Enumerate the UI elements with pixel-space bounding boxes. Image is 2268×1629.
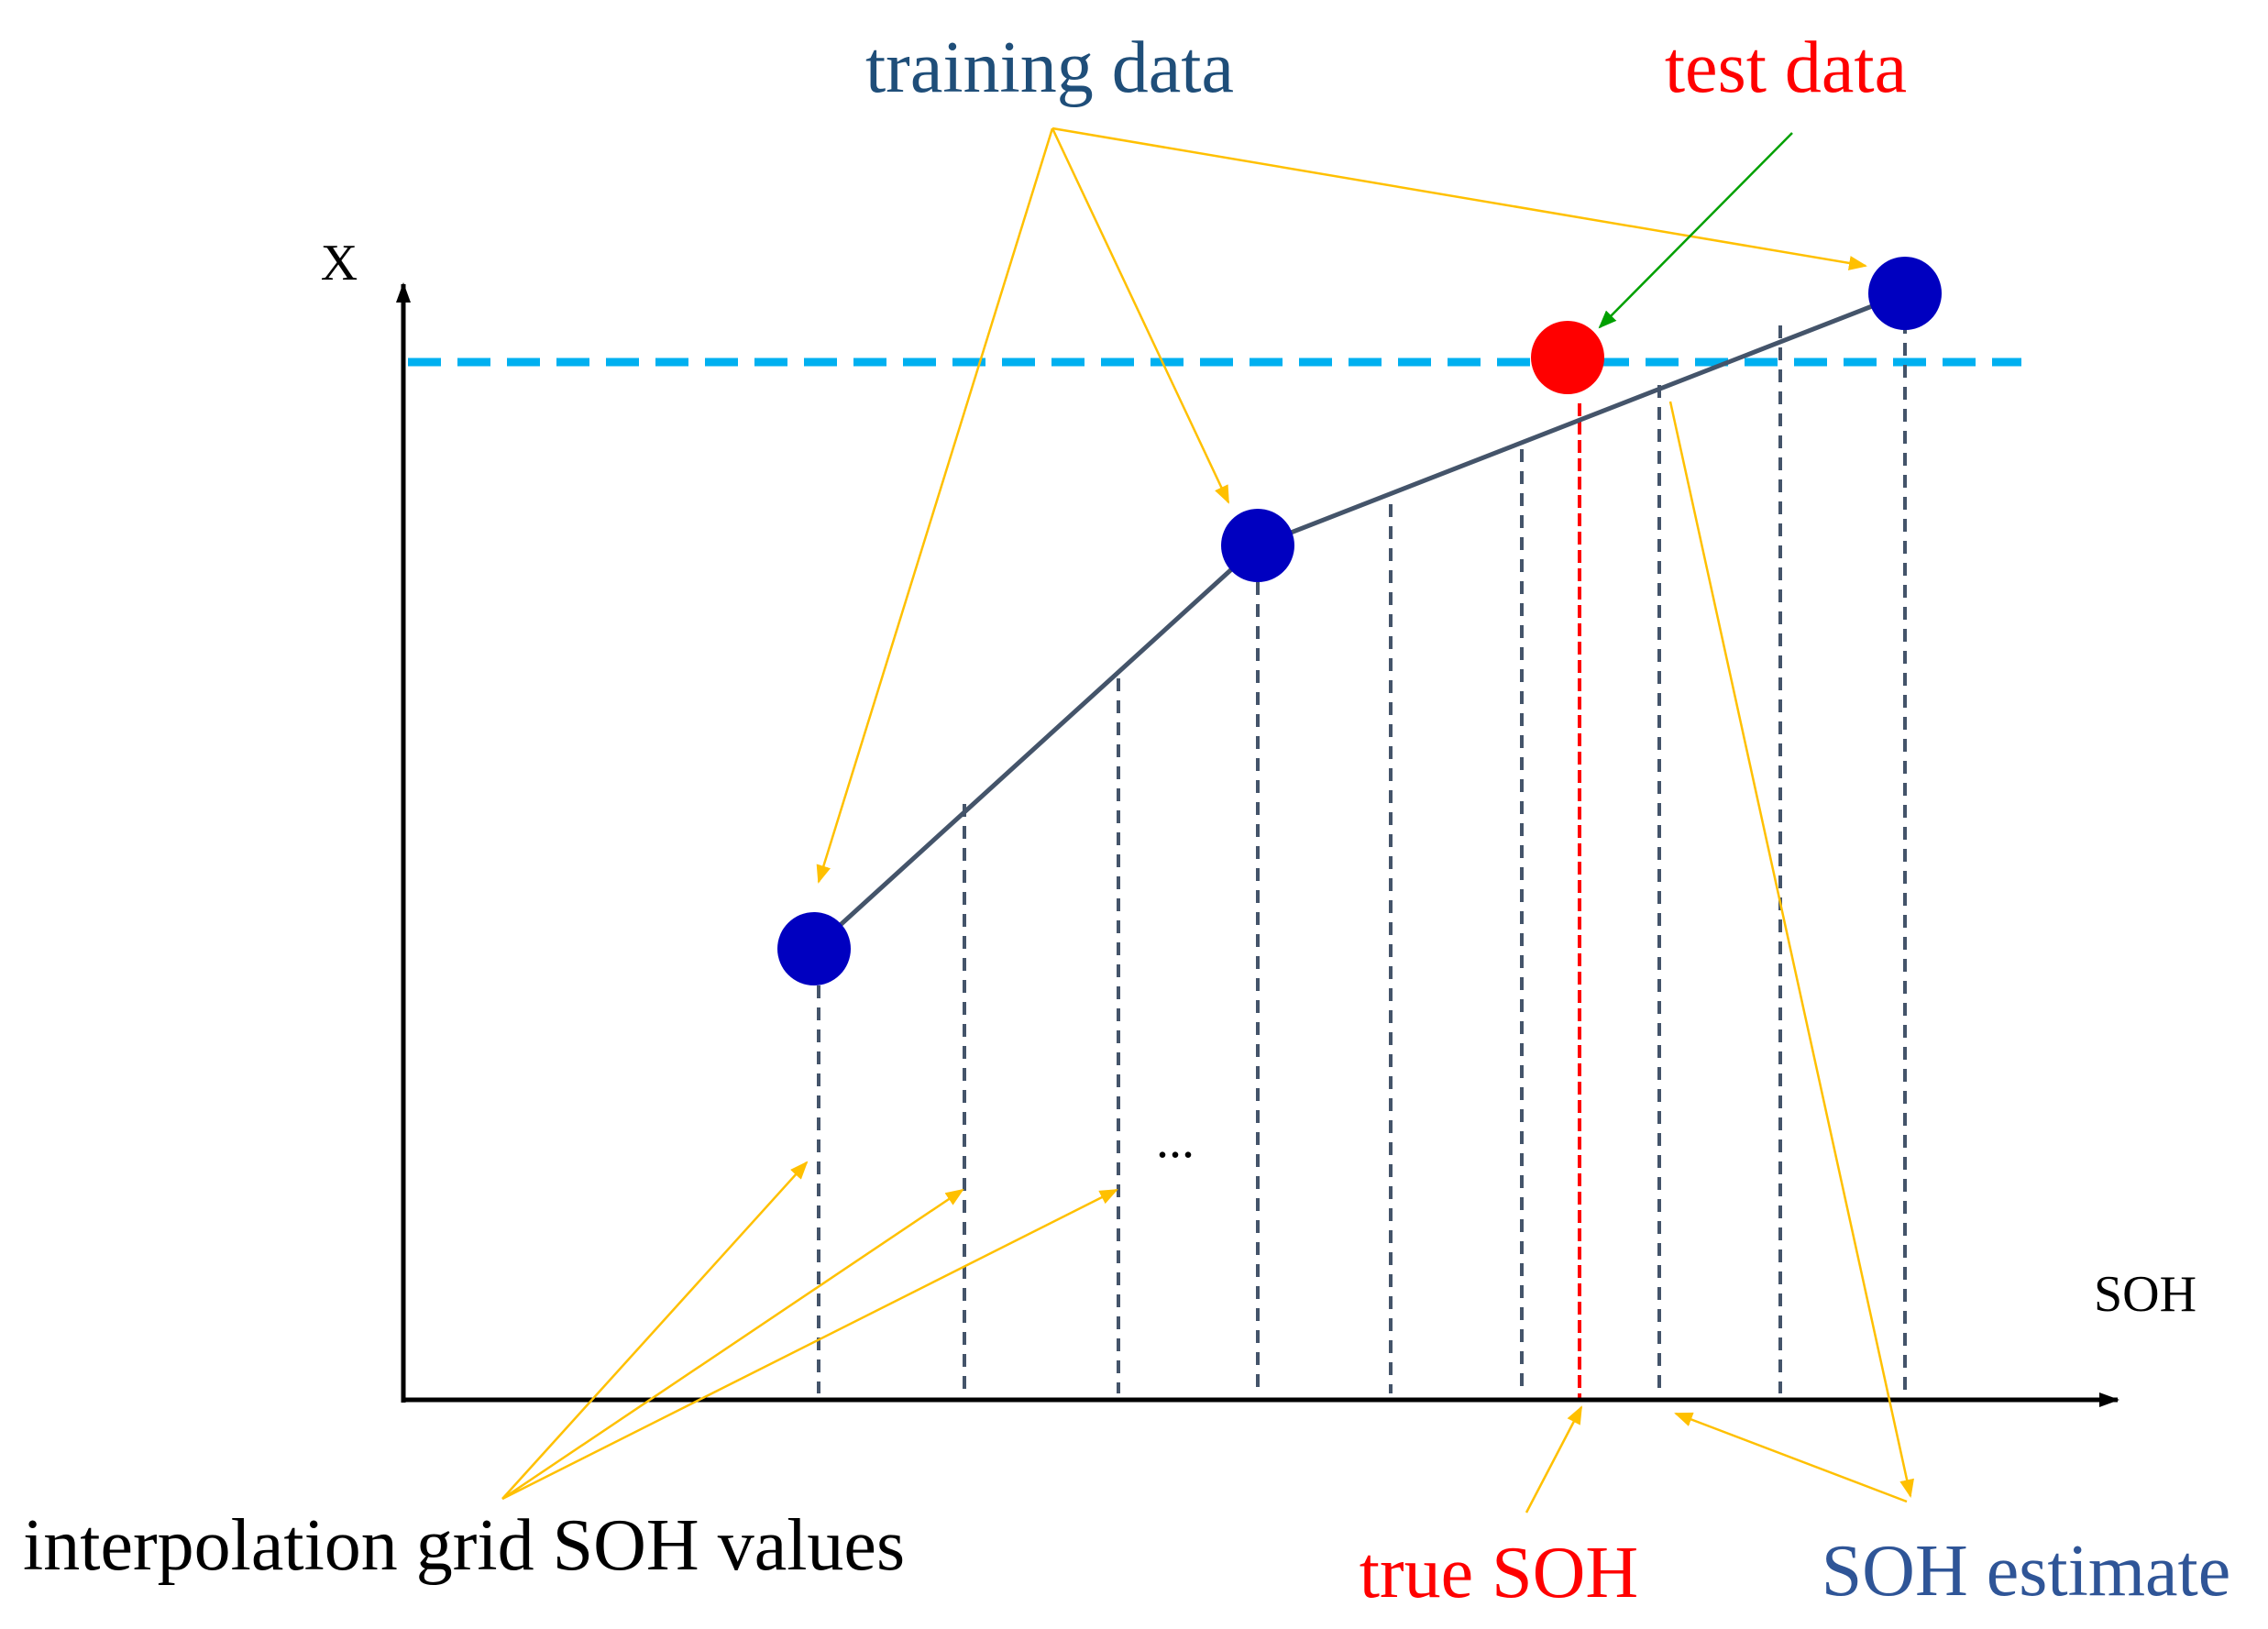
- interp-grid-label: interpolation grid SOH values: [23, 1505, 905, 1586]
- test-data-label: test data: [1665, 28, 1907, 108]
- estimate-arrow: [1668, 401, 1914, 1498]
- training-arrow: [1051, 127, 1867, 270]
- soh-estimate-arrows: [1668, 401, 1914, 1503]
- interp-grid-arrows: [501, 1161, 1118, 1501]
- training-point: [777, 912, 851, 985]
- training-point: [1868, 257, 1942, 330]
- interpolation-curve: [812, 291, 1906, 951]
- test-data-arrow: [1598, 132, 1793, 329]
- estimate-arrow: [1674, 1412, 1908, 1503]
- training-arrow: [1051, 127, 1230, 504]
- training-data-label: training data: [865, 28, 1234, 108]
- x-axis-label: SOH: [2094, 1266, 2196, 1323]
- true-soh-label: true SOH: [1360, 1533, 1638, 1613]
- soh-estimate-label: SOH estimate: [1822, 1531, 2231, 1612]
- training-arrow: [816, 127, 1054, 884]
- test-point: [1531, 321, 1604, 394]
- training-point: [1221, 509, 1294, 582]
- training-data-arrows: [816, 127, 1867, 884]
- interp-arrow: [501, 1188, 964, 1501]
- ellipsis-label: ...: [1156, 1112, 1195, 1169]
- interp-arrow: [501, 1188, 1118, 1501]
- true-soh-arrow: [1525, 1405, 1583, 1513]
- interpolation-grid-lines: [817, 321, 1907, 1393]
- interp-arrow: [501, 1161, 809, 1500]
- y-axis-label: X: [321, 235, 358, 292]
